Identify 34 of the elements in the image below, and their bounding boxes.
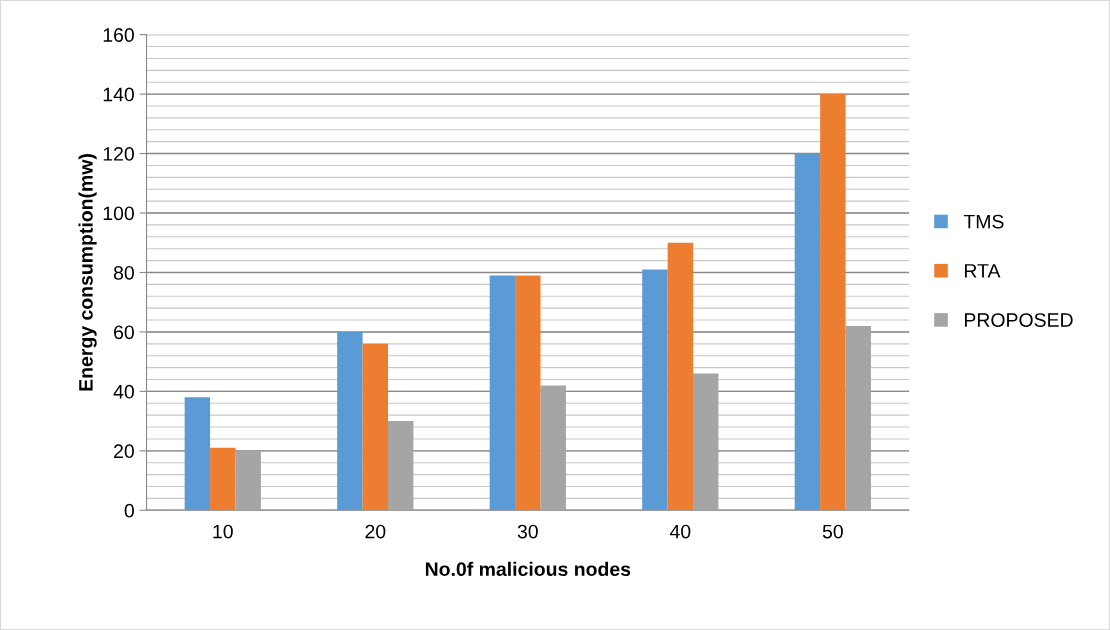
legend-label: TMS [963, 214, 1004, 229]
bar [515, 275, 541, 511]
bar [184, 397, 211, 511]
x-tick-label: 30 [517, 524, 538, 539]
x-tick-label: 10 [213, 524, 233, 539]
legend-label: RTA [964, 264, 1001, 278]
bar [820, 94, 846, 511]
bar [540, 385, 566, 511]
y-tick-label: 60 [114, 325, 134, 340]
x-tick-label: 20 [365, 524, 386, 539]
y-tick-label: 0 [124, 503, 134, 518]
y-tick-label: 160 [103, 28, 134, 42]
bar [642, 269, 668, 511]
y-axis-title: Energy consumption(mw) [78, 154, 97, 391]
x-axis-title: No.0f malicious nodes [425, 561, 631, 577]
y-tick-label: 120 [103, 147, 134, 161]
y-tick-label: 40 [113, 384, 134, 399]
legend-label: PROPOSED [964, 313, 1073, 327]
bar [210, 447, 236, 511]
bar [489, 275, 516, 511]
y-tick-label: 140 [103, 87, 134, 102]
y-tick-label: 20 [114, 444, 134, 459]
bar [362, 343, 388, 511]
bar [667, 242, 694, 511]
x-tick-label: 50 [822, 524, 843, 539]
x-tick-label: 40 [669, 524, 691, 539]
y-tick-label: 80 [113, 265, 134, 280]
y-tick-label: 100 [103, 206, 134, 221]
bar [693, 373, 719, 511]
bar [388, 421, 414, 511]
bar [337, 331, 363, 511]
bar [794, 153, 821, 511]
bar [845, 325, 871, 511]
bar [235, 450, 261, 511]
